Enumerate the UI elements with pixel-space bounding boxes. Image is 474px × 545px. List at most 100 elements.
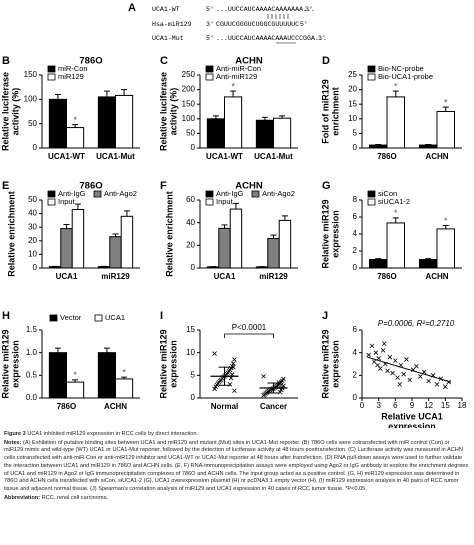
y-tick-label: 150 — [24, 70, 38, 79]
y-tick-label: 5 — [191, 370, 196, 379]
y-axis-label: expression — [330, 340, 340, 388]
point — [393, 358, 398, 363]
annotation: P=0.0006, R²=0.2710 — [378, 319, 455, 328]
bar — [436, 111, 455, 149]
bar — [48, 266, 62, 269]
y-axis-label: Relative luciferase — [158, 72, 168, 151]
bar — [278, 219, 292, 269]
point — [232, 388, 237, 394]
legend-swatch — [47, 65, 56, 73]
y-tick-label: 6 — [353, 212, 358, 221]
point — [231, 364, 236, 370]
x-tick-label: 12 — [424, 401, 433, 410]
seq: ...UUCCAUCAAAACAAAAAAA... — [216, 6, 315, 13]
legend-swatch — [367, 73, 376, 81]
bar — [109, 236, 122, 269]
x-axis-label: Relative UCA1 — [381, 411, 443, 421]
y-tick-label: 60 — [186, 195, 195, 204]
y-tick-label: 0.0 — [26, 393, 38, 402]
figure-number: Figure 3 — [4, 431, 26, 437]
significance: * — [394, 81, 398, 91]
x-tick-label: UCA1 — [214, 272, 236, 281]
bar — [255, 119, 275, 149]
caption-abbr: Abbreviation: RCC, renal cell carcinoma. — [4, 495, 470, 503]
y-tick-label: 0 — [353, 143, 358, 152]
x-tick-label: miR129 — [101, 272, 130, 281]
bar — [419, 259, 438, 269]
panel-letter: C — [160, 55, 168, 67]
bar — [386, 96, 405, 149]
legend-swatch — [94, 314, 103, 322]
legend-label: Anti-miR-Con — [216, 64, 261, 73]
y-tick-label: 4 — [353, 229, 358, 238]
point — [395, 375, 400, 380]
y-tick-label: 15 — [348, 99, 357, 108]
point — [231, 361, 236, 366]
bar — [48, 352, 67, 399]
legend-swatch — [251, 190, 260, 198]
seq-end: 5' — [206, 6, 214, 13]
y-axis-label: expression — [10, 340, 20, 388]
point — [426, 378, 431, 384]
y-axis-label: Relative miR129 — [0, 329, 10, 398]
x-tick-label: 9 — [410, 401, 415, 410]
panel-letter: D — [322, 55, 330, 67]
y-axis-label: activity (%) — [168, 88, 178, 136]
y-tick-label: 20 — [28, 236, 37, 245]
y-tick-label: 10 — [348, 114, 357, 123]
legend-swatch — [93, 190, 102, 198]
y-tick-label: 20 — [186, 240, 195, 249]
bar — [66, 381, 85, 399]
abbr-label: Abbreviation: — [4, 494, 41, 501]
bar — [97, 96, 116, 149]
bar — [206, 266, 220, 269]
y-axis-label: Relative enrichment — [6, 191, 16, 277]
point — [366, 352, 371, 358]
chart-title: 786O — [79, 181, 102, 192]
legend-label: miR129 — [58, 72, 84, 81]
panel-letter: H — [2, 310, 10, 322]
point — [434, 382, 440, 387]
caption-notes: Notes: (A) Exhibition of putative bindin… — [4, 440, 470, 494]
y-tick-label: 10 — [28, 250, 37, 259]
legend-label: miR-Con — [58, 64, 88, 73]
y-tick-label: 50 — [28, 195, 37, 204]
y-tick-label: 6 — [353, 325, 358, 334]
y-tick-label: 0 — [191, 263, 196, 272]
significance: * — [444, 97, 448, 107]
y-tick-label: 2 — [353, 246, 358, 255]
panel-letter: F — [160, 180, 167, 192]
y-tick-label: 200 — [182, 85, 196, 94]
bar — [273, 117, 292, 149]
panel-letter: E — [2, 180, 9, 192]
y-axis-label: expression — [330, 210, 340, 258]
point — [443, 384, 448, 389]
y-tick-label: 50 — [186, 129, 195, 138]
point — [380, 348, 386, 353]
legend-swatch — [47, 190, 56, 198]
chart-title: ACHN — [235, 181, 263, 192]
y-tick-label: 5 — [353, 129, 358, 138]
legend-label: Input — [58, 197, 76, 206]
annotation: P<0.0001 — [232, 323, 267, 332]
bar — [369, 144, 388, 149]
seq-label: UCA1-WT — [152, 6, 180, 13]
y-tick-label: 1.5 — [26, 325, 38, 334]
y-axis-label: Fold of miR129 — [320, 79, 330, 144]
legend-swatch — [205, 198, 214, 206]
y-tick-label: 2 — [353, 370, 358, 379]
y-tick-label: 250 — [182, 70, 196, 79]
pairing-lines — [267, 14, 289, 19]
y-tick-label: 0 — [191, 143, 196, 152]
y-tick-label: 50 — [28, 119, 37, 128]
point — [369, 343, 375, 349]
seq-end: 5' — [206, 35, 214, 42]
point — [404, 357, 409, 362]
y-axis-label: Relative enrichment — [164, 191, 174, 277]
x-tick-label: ACHN — [425, 272, 448, 281]
seq-end: 3' — [305, 6, 313, 13]
x-tick-label: 3 — [376, 401, 381, 410]
legend-label: Anti-IgG — [58, 189, 86, 198]
y-axis-label: Relative miR129 — [158, 329, 168, 398]
